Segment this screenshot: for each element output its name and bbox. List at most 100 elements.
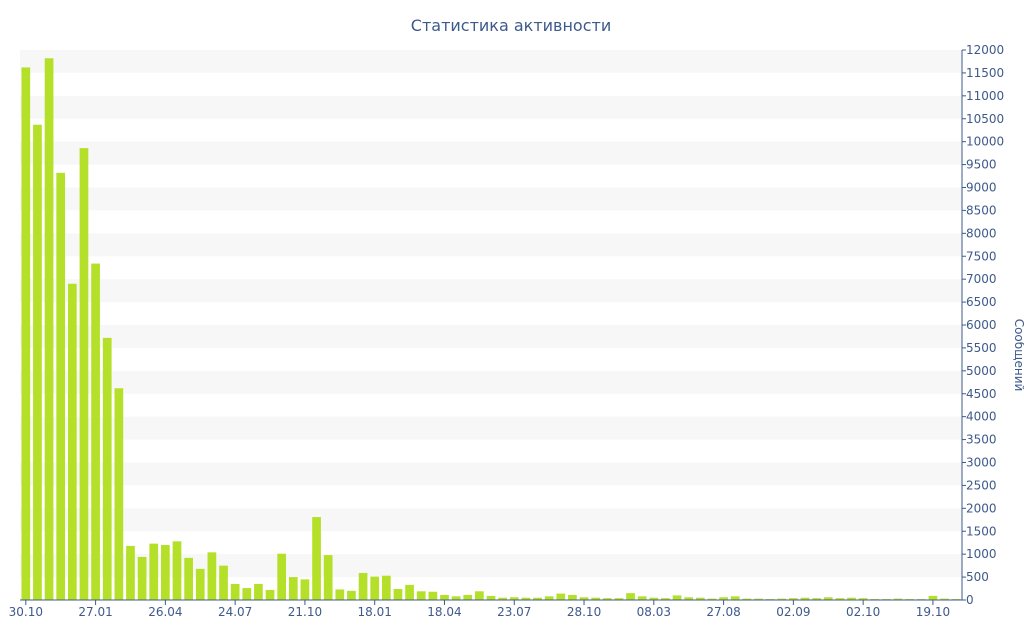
- bar: [195, 568, 205, 600]
- bar: [626, 593, 635, 601]
- bar: [219, 565, 228, 601]
- bar: [416, 591, 426, 600]
- bar: [405, 584, 414, 601]
- bar: [358, 572, 368, 600]
- bar: [649, 597, 659, 600]
- y-tick-label: 0: [966, 593, 974, 607]
- bar: [614, 598, 624, 600]
- bar: [463, 594, 473, 600]
- x-tick-label: 18.01: [358, 605, 392, 619]
- y-tick-label: 11000: [966, 89, 1004, 103]
- bar: [242, 588, 252, 600]
- x-tick-label: 02.09: [776, 605, 810, 619]
- bar: [800, 597, 810, 600]
- bar: [475, 591, 484, 600]
- bar: [288, 577, 298, 600]
- bar: [277, 553, 287, 600]
- y-tick-label: 8500: [966, 203, 997, 217]
- chart-title: Статистика активности: [411, 16, 611, 35]
- bar: [544, 596, 554, 600]
- y-tick-label: 9000: [966, 181, 997, 195]
- bar: [719, 597, 728, 600]
- grid-band: [20, 416, 962, 440]
- x-tick-label: 26.04: [148, 605, 182, 619]
- y-tick-label: 4000: [966, 410, 997, 424]
- y-tick-label: 10000: [966, 135, 1004, 149]
- x-tick-label: 18.04: [427, 605, 461, 619]
- bar: [230, 583, 240, 600]
- y-tick-label: 7500: [966, 249, 997, 263]
- bar: [498, 597, 507, 600]
- bar: [102, 337, 112, 600]
- y-tick-label: 8000: [966, 226, 997, 240]
- y-tick-label: 12000: [966, 43, 1004, 57]
- bar: [451, 596, 461, 600]
- bar: [835, 598, 845, 600]
- bar: [661, 598, 670, 600]
- bar: [556, 593, 566, 600]
- x-tick-label: 28.10: [567, 605, 601, 619]
- bar: [777, 598, 787, 601]
- bar: [91, 263, 100, 600]
- bar: [940, 598, 949, 601]
- bar: [812, 598, 821, 600]
- x-tick-label: 21.10: [288, 605, 322, 619]
- y-axis-ticks: 0 500 1000 1500 2000 2500 3000 3500 4000 4500 5000…: [962, 43, 1004, 607]
- grid-band: [20, 508, 962, 532]
- bar: [347, 590, 356, 600]
- grid-band: [20, 187, 962, 211]
- bar: [568, 594, 577, 600]
- bar: [370, 576, 380, 601]
- grid-band: [20, 50, 962, 73]
- y-tick-label: 2500: [966, 478, 997, 492]
- grid-band: [20, 141, 962, 165]
- bar: [254, 583, 263, 600]
- grid-band: [20, 95, 962, 119]
- bar: [730, 596, 740, 600]
- y-tick-label: 2000: [966, 501, 997, 515]
- y-tick-label: 11500: [966, 66, 1004, 80]
- bar: [707, 598, 717, 601]
- bar: [695, 597, 705, 600]
- grid-band: [20, 554, 962, 578]
- y-tick-label: 9500: [966, 158, 997, 172]
- bar: [533, 597, 542, 600]
- bar: [67, 283, 77, 600]
- bar: [44, 58, 54, 600]
- x-tick-label: 23.07: [497, 605, 531, 619]
- bar: [591, 597, 601, 600]
- x-tick-label: 19.10: [916, 605, 950, 619]
- y-axis-label: Сообщений: [1012, 319, 1024, 392]
- y-tick-label: 5500: [966, 341, 997, 355]
- grid-band: [20, 279, 962, 303]
- x-axis-ticks: 30.10 27.01 26.04 24.07 21.10 18.01 18.04 23.07…: [9, 600, 950, 619]
- bar: [754, 598, 763, 601]
- y-tick-label: 1500: [966, 524, 997, 538]
- bar: [114, 388, 124, 600]
- bars-group: [21, 58, 961, 601]
- bar: [137, 556, 147, 600]
- bar: [126, 545, 135, 600]
- bar: [300, 579, 310, 601]
- y-tick-label: 7000: [966, 272, 997, 286]
- bar: [56, 172, 66, 600]
- y-tick-label: 4500: [966, 387, 997, 401]
- bar: [335, 589, 345, 600]
- bar: [672, 595, 682, 600]
- grid-band: [20, 462, 962, 486]
- y-tick-label: 1000: [966, 547, 997, 561]
- bar: [509, 597, 519, 600]
- y-tick-label: 3500: [966, 433, 997, 447]
- bar: [323, 555, 333, 600]
- bar: [172, 541, 182, 600]
- bar: [742, 598, 752, 601]
- bar: [161, 545, 170, 600]
- grid-band: [20, 233, 962, 257]
- bar: [184, 557, 193, 600]
- bar: [428, 591, 438, 600]
- bar: [440, 594, 449, 600]
- bar: [602, 598, 612, 600]
- grid-bands: [20, 50, 962, 578]
- bar: [149, 543, 159, 601]
- bar: [858, 598, 868, 600]
